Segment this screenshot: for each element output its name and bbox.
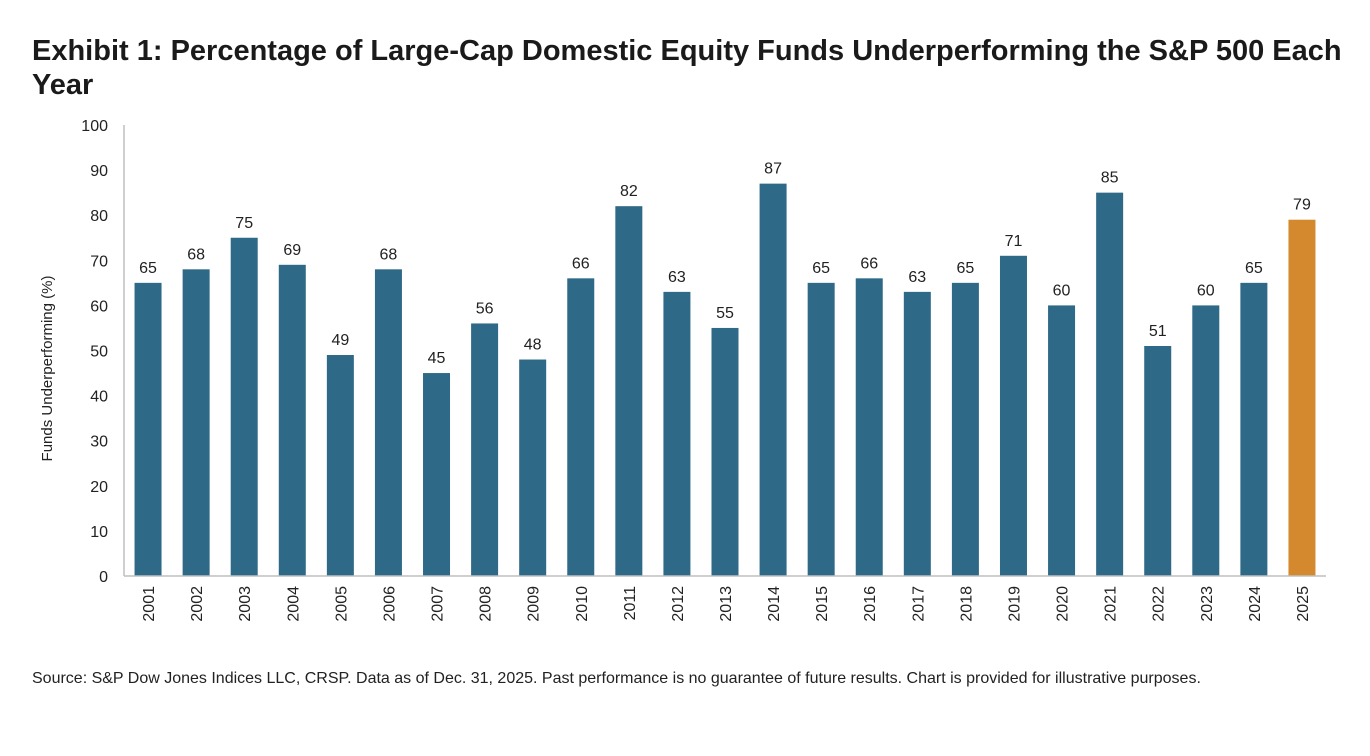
bar-2001: [134, 282, 162, 576]
x-tick-label-2006: 2006: [381, 586, 398, 622]
bar-2019: [999, 255, 1027, 577]
x-tick-label-2002: 2002: [189, 586, 206, 622]
bar-2018: [951, 282, 979, 576]
value-label-2018: 65: [957, 260, 975, 277]
x-tick-label-2004: 2004: [285, 586, 302, 622]
bar-2025: [1288, 219, 1316, 576]
x-tick-label-2008: 2008: [478, 586, 495, 622]
bar-2024: [1240, 282, 1268, 576]
x-tick-label-2014: 2014: [766, 586, 783, 622]
x-tick-label-2015: 2015: [814, 586, 831, 622]
value-label-2017: 63: [908, 269, 926, 286]
y-tick-label: 10: [90, 524, 108, 541]
y-tick-label: 80: [90, 208, 108, 225]
y-tick-label: 90: [90, 163, 108, 180]
value-label-2020: 60: [1053, 282, 1071, 299]
x-tick-label-2021: 2021: [1103, 586, 1120, 622]
value-label-2011: 82: [620, 183, 638, 200]
bar-2003: [230, 237, 258, 576]
bar-2010: [567, 278, 595, 576]
bar-2006: [374, 269, 402, 576]
bars: [134, 183, 1316, 577]
y-tick-label: 20: [90, 479, 108, 496]
value-label-2005: 49: [331, 332, 349, 349]
value-label-2003: 75: [235, 215, 253, 232]
value-label-2016: 66: [860, 255, 878, 272]
x-tick-label-2024: 2024: [1247, 586, 1264, 622]
x-tick-label-2017: 2017: [910, 586, 927, 622]
bar-2008: [471, 323, 499, 576]
value-label-2025: 79: [1293, 197, 1311, 214]
y-axis-ticks: 0 10 20 30 40 50 60 70 80 90 100: [81, 118, 108, 586]
x-tick-label-2025: 2025: [1295, 586, 1312, 622]
x-tick-label-2005: 2005: [333, 586, 350, 622]
x-tick-label-2003: 2003: [237, 586, 254, 622]
value-label-2022: 51: [1149, 323, 1167, 340]
chart-title: Exhibit 1: Percentage of Large-Cap Domes…: [32, 35, 1342, 101]
value-label-2013: 55: [716, 305, 734, 322]
bar-2002: [182, 269, 210, 576]
bar-2016: [855, 278, 883, 576]
value-label-2019: 71: [1005, 233, 1023, 250]
y-tick-label: 50: [90, 344, 108, 361]
x-tick-label-2023: 2023: [1199, 586, 1216, 622]
y-tick-label: 40: [90, 389, 108, 406]
bar-2020: [1048, 305, 1076, 576]
value-label-2015: 65: [812, 260, 830, 277]
x-tick-label-2012: 2012: [670, 586, 687, 622]
x-tick-label-2007: 2007: [430, 586, 447, 622]
bar-2007: [423, 373, 451, 576]
value-label-2001: 65: [139, 260, 157, 277]
value-label-2007: 45: [428, 350, 446, 367]
value-label-2012: 63: [668, 269, 686, 286]
bar-2009: [519, 359, 547, 576]
bar-2015: [807, 282, 835, 576]
value-labels: 65 68 75 69 49 68 45 56 48 66 82 63 55 87 65 66 63 65 71 60…: [139, 161, 1311, 367]
bar-2011: [615, 206, 643, 576]
value-label-2008: 56: [476, 300, 494, 317]
bar-2021: [1096, 192, 1124, 576]
y-tick-label: 30: [90, 434, 108, 451]
bar-2013: [711, 327, 739, 576]
x-tick-label-2010: 2010: [574, 586, 591, 622]
x-tick-label-2018: 2018: [958, 586, 975, 622]
value-label-2023: 60: [1197, 282, 1215, 299]
y-axis-label: Funds Underperforming (%): [39, 276, 56, 462]
x-tick-label-2001: 2001: [141, 586, 158, 622]
value-label-2024: 65: [1245, 260, 1263, 277]
source-note: Source: S&P Dow Jones Indices LLC, CRSP.…: [32, 670, 1201, 687]
bar-2012: [663, 291, 691, 576]
x-tick-label-2020: 2020: [1055, 586, 1072, 622]
x-tick-label-2013: 2013: [718, 586, 735, 622]
y-tick-label: 100: [81, 118, 108, 135]
value-label-2002: 68: [187, 246, 205, 263]
x-tick-label-2009: 2009: [526, 586, 543, 622]
bar-2004: [278, 264, 306, 576]
x-tick-label-2011: 2011: [622, 586, 639, 621]
value-label-2009: 48: [524, 337, 542, 354]
y-tick-label: 60: [90, 298, 108, 315]
x-tick-label-2022: 2022: [1151, 586, 1168, 622]
bar-2014: [759, 183, 787, 576]
bar-2022: [1144, 345, 1172, 576]
x-tick-label-2016: 2016: [862, 586, 879, 622]
value-label-2021: 85: [1101, 170, 1119, 187]
bar-2017: [903, 291, 931, 576]
value-label-2004: 69: [283, 242, 301, 259]
y-tick-label: 70: [90, 253, 108, 270]
value-label-2006: 68: [380, 246, 398, 263]
bar-2023: [1192, 305, 1220, 576]
x-tick-label-2019: 2019: [1006, 586, 1023, 622]
y-tick-label: 0: [99, 569, 108, 586]
bar-2005: [326, 355, 354, 576]
value-label-2014: 87: [764, 161, 782, 178]
value-label-2010: 66: [572, 255, 590, 272]
x-axis-ticks: 2001 2002 2003 2004 2005 2006 2007 2008 2009 2010…: [141, 586, 1312, 622]
